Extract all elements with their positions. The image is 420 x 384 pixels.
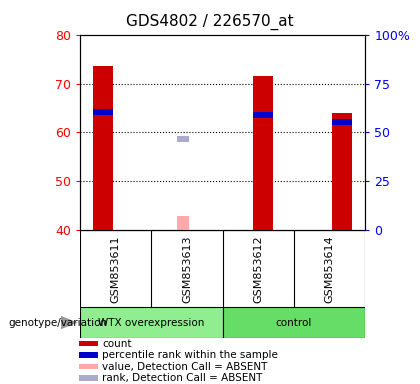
Bar <box>93 66 113 230</box>
Bar <box>79 353 98 358</box>
Bar <box>79 364 98 369</box>
Text: GSM853614: GSM853614 <box>325 235 335 303</box>
Text: genotype/variation: genotype/variation <box>8 318 108 328</box>
Text: rank, Detection Call = ABSENT: rank, Detection Call = ABSENT <box>102 373 262 383</box>
Bar <box>333 113 352 230</box>
Bar <box>252 112 273 118</box>
Text: percentile rank within the sample: percentile rank within the sample <box>102 350 278 360</box>
Bar <box>79 341 98 346</box>
Bar <box>177 216 189 230</box>
Bar <box>80 307 223 338</box>
Polygon shape <box>61 316 78 329</box>
Bar <box>93 109 113 115</box>
Text: GSM853613: GSM853613 <box>182 235 192 303</box>
Text: WTX overexpression: WTX overexpression <box>98 318 205 328</box>
Text: GSM853611: GSM853611 <box>110 235 121 303</box>
Bar <box>252 76 273 230</box>
Bar <box>79 376 98 381</box>
Bar <box>223 307 365 338</box>
Text: GSM853612: GSM853612 <box>253 235 263 303</box>
Bar <box>333 119 352 125</box>
Bar <box>177 136 189 142</box>
Text: GDS4802 / 226570_at: GDS4802 / 226570_at <box>126 13 294 30</box>
Text: count: count <box>102 339 131 349</box>
Text: control: control <box>276 318 312 328</box>
Text: value, Detection Call = ABSENT: value, Detection Call = ABSENT <box>102 362 268 372</box>
